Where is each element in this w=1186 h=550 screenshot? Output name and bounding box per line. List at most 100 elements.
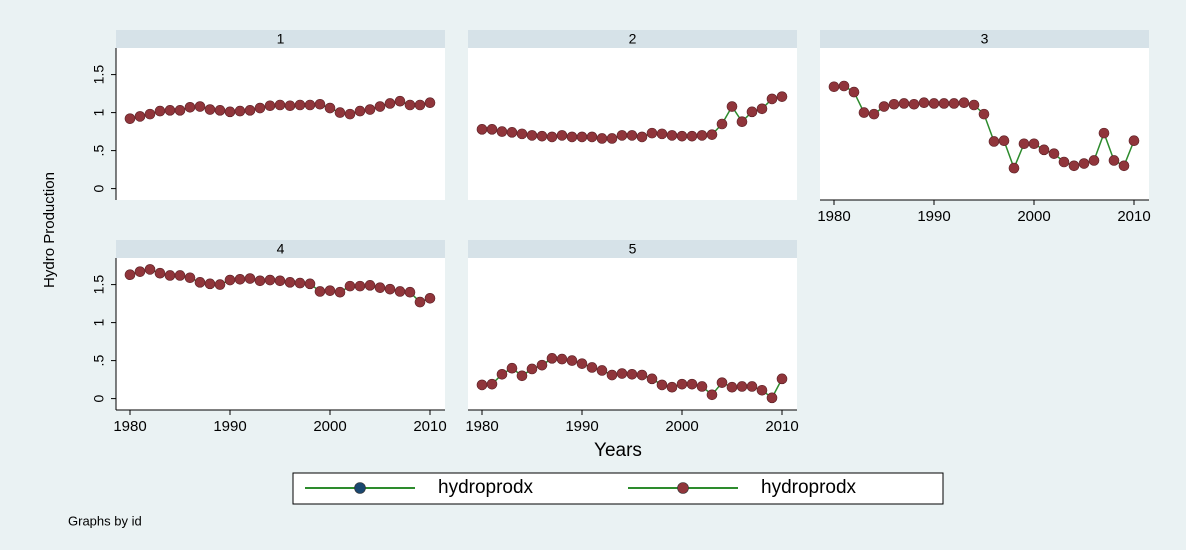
plot-region xyxy=(468,48,797,200)
point xyxy=(626,130,638,141)
point xyxy=(576,358,588,369)
point xyxy=(686,130,698,142)
point xyxy=(828,81,840,93)
point xyxy=(938,98,950,109)
point xyxy=(888,98,900,110)
point xyxy=(184,272,196,284)
point xyxy=(394,95,406,107)
point xyxy=(334,286,346,298)
panel-header xyxy=(820,30,1149,48)
panel-header xyxy=(468,30,797,48)
point xyxy=(224,274,236,286)
y-tick-label: 0 xyxy=(91,184,107,192)
x-tick-label: 1980 xyxy=(465,418,498,435)
y-axis-title: Hydro Production xyxy=(41,172,58,288)
point xyxy=(606,369,618,381)
point xyxy=(656,128,668,140)
point xyxy=(898,98,910,109)
x-tick-label: 1980 xyxy=(817,208,850,225)
point xyxy=(726,381,738,393)
point xyxy=(274,275,286,287)
point xyxy=(294,99,306,111)
panel-title: 3 xyxy=(981,31,989,47)
y-tick-label: 1 xyxy=(91,318,107,326)
y-tick-label: 1 xyxy=(91,108,107,116)
point xyxy=(174,105,186,116)
point xyxy=(948,98,960,109)
panel-header xyxy=(116,240,445,258)
point xyxy=(646,373,658,385)
point xyxy=(566,355,578,366)
panel-header xyxy=(116,30,445,48)
point xyxy=(124,269,136,281)
plot-region xyxy=(820,48,1149,200)
point xyxy=(234,273,246,285)
y-tick-label: 0 xyxy=(91,394,107,402)
point xyxy=(536,130,548,142)
point xyxy=(686,378,698,390)
x-axis-title: Years xyxy=(594,440,642,461)
point xyxy=(304,278,316,290)
point xyxy=(506,127,518,138)
panel-header xyxy=(468,240,797,258)
x-tick-label: 2000 xyxy=(1017,208,1050,225)
point xyxy=(776,373,788,385)
point xyxy=(586,131,598,143)
legend-marker xyxy=(677,482,689,494)
point xyxy=(1088,155,1100,166)
point xyxy=(616,368,628,379)
x-tick-label: 2000 xyxy=(313,418,346,435)
point xyxy=(364,104,376,115)
point xyxy=(374,101,386,112)
point xyxy=(1078,158,1090,169)
point xyxy=(968,99,980,111)
point xyxy=(324,285,336,296)
y-tick-label: 1.5 xyxy=(91,275,107,295)
point xyxy=(958,97,970,109)
legend-label: hydroprodx xyxy=(438,477,534,498)
point xyxy=(154,267,166,279)
point xyxy=(756,103,768,115)
point xyxy=(264,100,276,112)
point xyxy=(998,135,1010,147)
point xyxy=(496,126,508,137)
point xyxy=(586,362,598,373)
point xyxy=(134,266,146,277)
y-tick-label: .5 xyxy=(91,355,107,367)
x-tick-label: 2010 xyxy=(413,418,446,435)
point xyxy=(1038,144,1050,156)
point xyxy=(696,381,708,392)
point xyxy=(746,381,758,392)
point xyxy=(706,129,718,140)
x-tick-label: 2010 xyxy=(765,418,798,435)
point xyxy=(264,274,276,286)
point xyxy=(214,279,226,290)
point xyxy=(344,280,356,292)
point xyxy=(666,130,678,141)
point xyxy=(516,370,528,382)
x-tick-label: 2000 xyxy=(665,418,698,435)
point xyxy=(224,106,236,118)
point xyxy=(546,353,558,364)
point xyxy=(838,80,850,92)
point xyxy=(144,264,156,275)
point xyxy=(858,107,870,118)
point xyxy=(878,101,890,112)
point xyxy=(314,286,326,297)
point xyxy=(526,130,538,141)
x-tick-label: 1990 xyxy=(213,418,246,435)
point xyxy=(204,104,216,115)
point xyxy=(254,102,266,114)
point xyxy=(344,108,356,120)
point xyxy=(284,277,296,288)
point xyxy=(384,98,396,109)
point xyxy=(776,91,788,102)
panel-title: 4 xyxy=(277,241,285,257)
point xyxy=(656,379,668,391)
point xyxy=(516,128,528,140)
point xyxy=(384,283,396,295)
point xyxy=(1058,156,1070,168)
point xyxy=(374,282,386,293)
point xyxy=(314,98,326,110)
point xyxy=(736,116,748,128)
